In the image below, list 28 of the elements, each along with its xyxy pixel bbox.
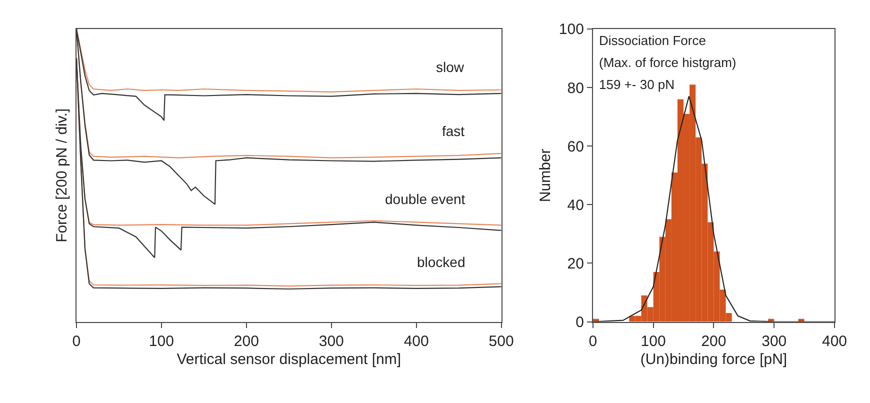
y-tick-label: 40 (567, 196, 584, 214)
x-tick-label: 300 (318, 332, 344, 350)
x-axis-title: (Un)binding force [pN] (640, 350, 788, 368)
annotation: Dissociation Force (599, 33, 706, 48)
y-tick-label: 100 (558, 21, 584, 38)
x-tick-label: 0 (72, 332, 81, 350)
annotation: blocked (417, 254, 466, 270)
annotation: 159 +- 30 pN (599, 77, 675, 92)
annotation: slow (436, 59, 465, 75)
annotation: (Max. of force histgram) (599, 55, 736, 70)
x-tick-label: 400 (404, 332, 429, 350)
x-tick-label: 100 (148, 332, 174, 350)
y-axis-title: Number (537, 148, 554, 202)
annotation: fast (442, 123, 465, 139)
y-tick-label: 60 (567, 138, 584, 156)
y-tick-label: 0 (576, 314, 584, 332)
x-tick-label: 100 (640, 332, 666, 350)
x-tick-label: 200 (234, 332, 259, 350)
x-tick-label: 0 (588, 332, 598, 350)
x-tick-label: 200 (701, 332, 726, 350)
y-tick-label: 20 (567, 255, 584, 272)
x-tick-label: 300 (762, 332, 787, 350)
x-tick-label: 500 (488, 332, 514, 350)
x-tick-label: 400 (822, 332, 848, 350)
x-axis-title: Vertical sensor displacement [nm] (176, 350, 402, 368)
annotation: double event (385, 191, 466, 207)
y-axis-title: Force [200 pN / div.] (54, 108, 71, 242)
y-tick-label: 80 (567, 80, 584, 97)
